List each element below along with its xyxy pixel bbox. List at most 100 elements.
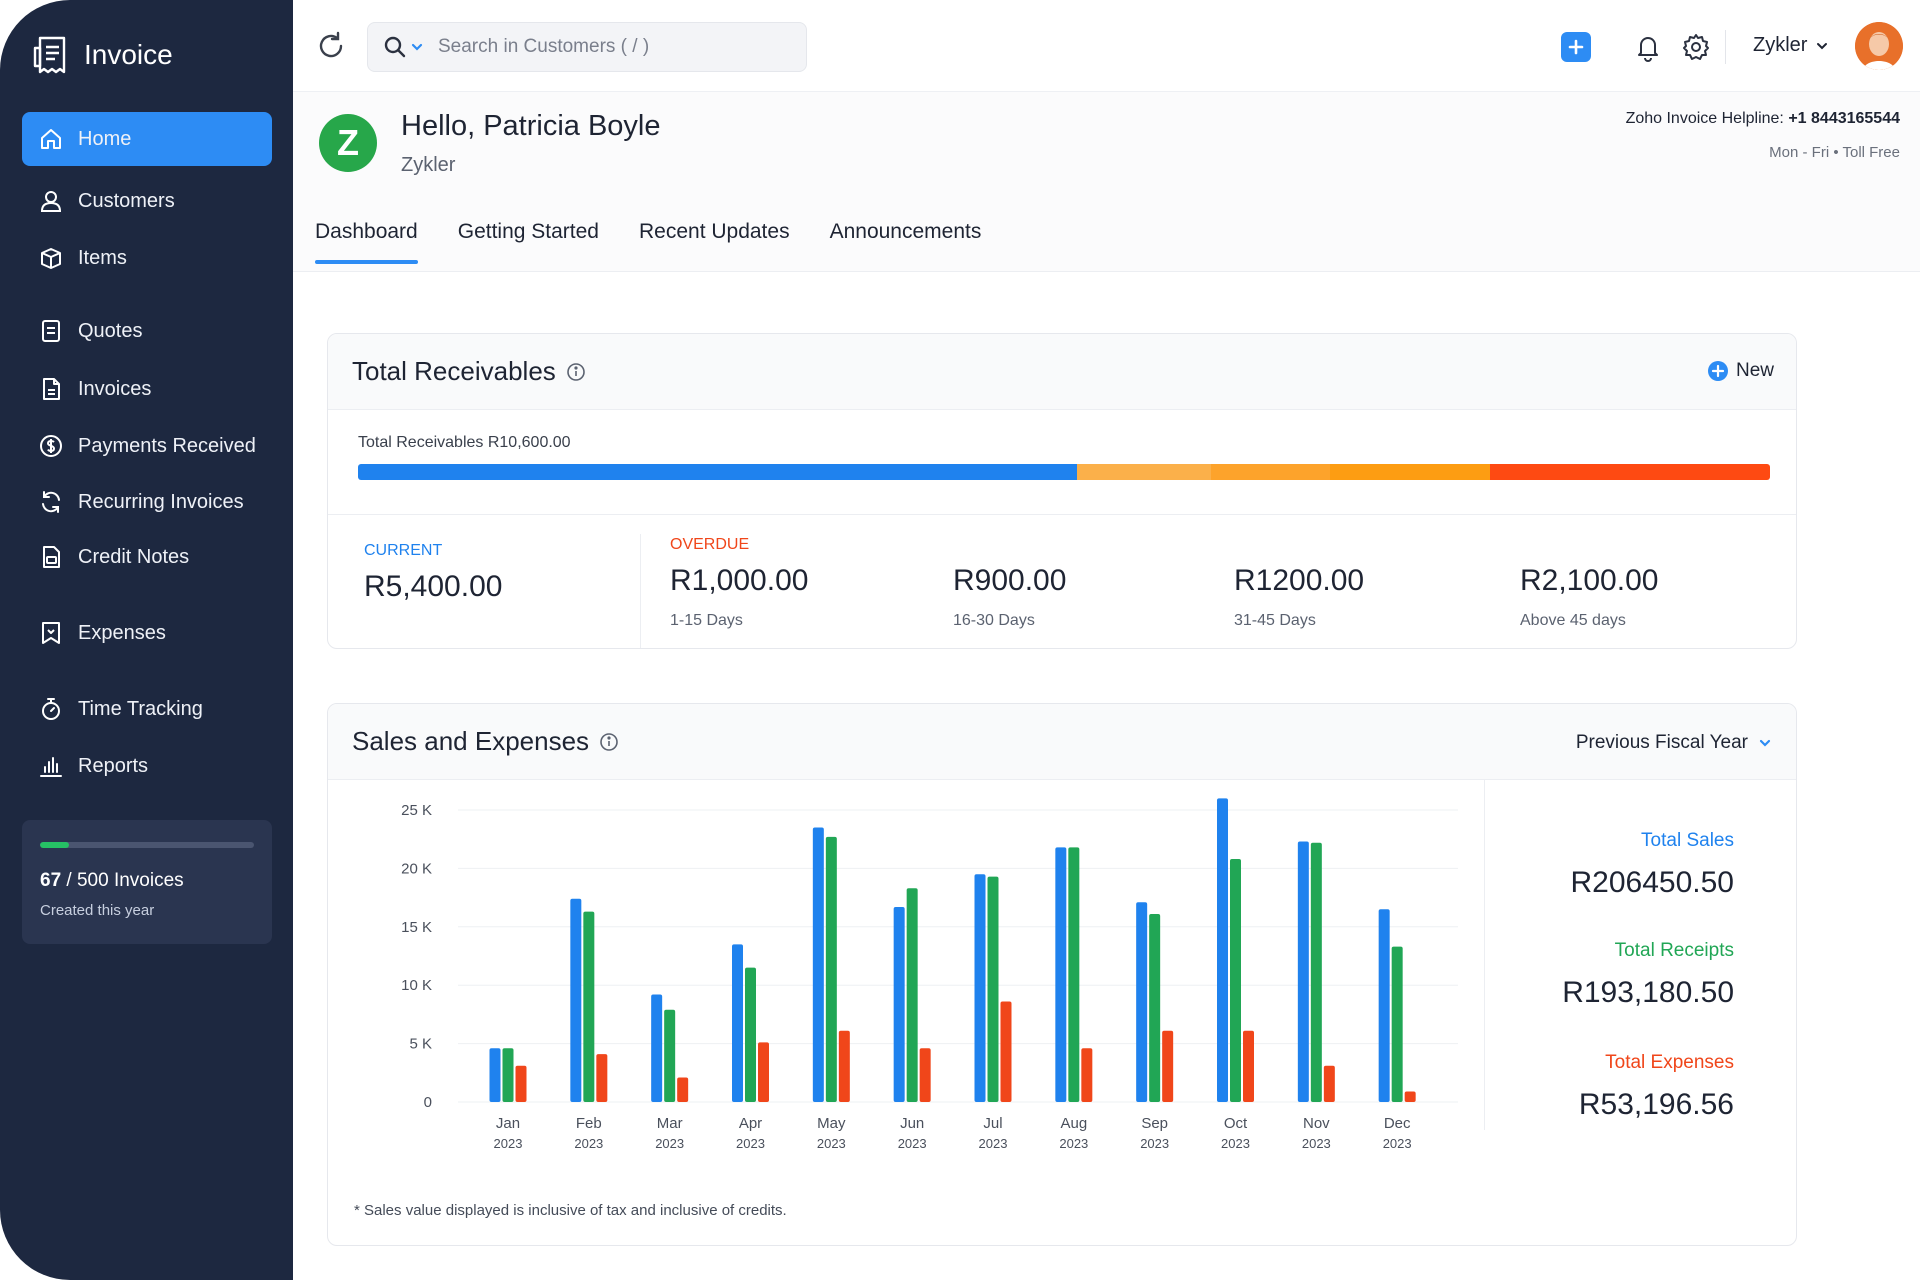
avatar[interactable]	[1855, 22, 1903, 70]
invoice-logo-icon	[33, 36, 66, 74]
tab-getting-started[interactable]: Getting Started	[457, 220, 599, 243]
x-tick-sublabel: 2023	[1383, 1136, 1412, 1151]
overdue-bucket-4[interactable]: R2,100.00 Above 45 days	[1520, 536, 1658, 630]
bar-total-expenses[interactable]	[1081, 1048, 1093, 1102]
bar-total-receipts[interactable]	[1391, 946, 1403, 1102]
bar-total-receipts[interactable]	[906, 888, 918, 1102]
search-input[interactable]	[438, 36, 768, 58]
tab-announcements[interactable]: Announcements	[829, 220, 982, 243]
bar-total-sales[interactable]	[1136, 902, 1148, 1102]
sidebar-item-reports[interactable]: Reports	[22, 739, 272, 793]
quick-create-button[interactable]	[1561, 32, 1591, 62]
sidebar-item-credit-notes[interactable]: Credit Notes	[22, 530, 272, 584]
sidebar-item-customers[interactable]: Customers	[22, 174, 272, 228]
info-icon[interactable]	[599, 732, 619, 752]
sidebar-item-time-tracking[interactable]: Time Tracking	[22, 682, 272, 736]
bucket-range: 31-45 Days	[1234, 612, 1316, 629]
sidebar-item-expenses[interactable]: Expenses	[22, 606, 272, 660]
sidebar-item-home[interactable]: Home	[22, 112, 272, 166]
sidebar-item-label: Quotes	[78, 319, 143, 342]
receivables-bar-segment[interactable]	[1330, 464, 1491, 480]
bar-total-expenses[interactable]	[758, 1042, 769, 1102]
bar-total-expenses[interactable]	[677, 1077, 689, 1102]
bar-total-sales[interactable]	[893, 906, 905, 1102]
sidebar-item-payments-received[interactable]: Payments Received	[22, 419, 272, 473]
receivables-bar-segment[interactable]	[1490, 464, 1770, 480]
greeting-org: Zykler	[401, 154, 456, 176]
bar-total-expenses[interactable]	[919, 1048, 931, 1102]
bell-icon[interactable]	[1633, 32, 1663, 62]
bar-total-sales[interactable]	[651, 994, 663, 1102]
overdue-bucket-1[interactable]: OVERDUE R1,000.00 1-15 Days	[670, 536, 808, 630]
bar-total-receipts[interactable]	[987, 876, 999, 1102]
receivables-bar-segment[interactable]	[358, 464, 1078, 480]
brand[interactable]: Invoice	[32, 30, 173, 80]
bar-total-expenses[interactable]	[1404, 1091, 1416, 1102]
y-tick-label: 0	[424, 1094, 432, 1111]
bar-total-receipts[interactable]	[583, 911, 595, 1102]
expense-icon	[42, 622, 60, 644]
org-switcher[interactable]: Zykler	[1753, 34, 1829, 57]
bar-total-sales[interactable]	[732, 944, 743, 1102]
bar-total-receipts[interactable]	[1149, 913, 1161, 1102]
receivables-bar-segment[interactable]	[1077, 464, 1211, 480]
search-icon[interactable]	[382, 34, 408, 60]
chevron-down-icon[interactable]	[410, 40, 424, 54]
bar-total-sales[interactable]	[1217, 798, 1228, 1102]
bar-total-expenses[interactable]	[515, 1065, 527, 1102]
box-icon	[41, 248, 61, 269]
plus-circle-icon	[1707, 361, 1728, 381]
bar-total-sales[interactable]	[489, 1048, 501, 1102]
sidebar-item-invoices[interactable]: Invoices	[22, 362, 272, 416]
bucket-amount: R1,000.00	[670, 564, 809, 597]
sidebar-item-quotes[interactable]: Quotes	[22, 304, 272, 358]
refresh-icon[interactable]	[315, 30, 347, 62]
bar-total-receipts[interactable]	[745, 967, 756, 1102]
bar-total-sales[interactable]	[1055, 847, 1067, 1102]
y-tick-label: 20 K	[401, 860, 432, 877]
sidebar-item-items[interactable]: Items	[22, 231, 272, 285]
bar-total-receipts[interactable]	[1310, 842, 1322, 1102]
helpline-number[interactable]: +1 8443165544	[1788, 110, 1900, 127]
bar-total-expenses[interactable]	[1323, 1065, 1335, 1102]
user-avatar-icon	[1855, 22, 1903, 70]
payment-icon	[40, 435, 62, 457]
bar-total-expenses[interactable]	[838, 1030, 850, 1102]
bar-total-receipts[interactable]	[1230, 859, 1241, 1102]
usage-progress-fill	[40, 842, 69, 848]
bar-total-expenses[interactable]	[1000, 1001, 1012, 1102]
bar-total-receipts[interactable]	[664, 1009, 676, 1102]
total-expenses-value: R53,196.56	[1578, 1088, 1734, 1121]
x-tick-label: Sep	[1141, 1115, 1168, 1132]
info-icon[interactable]	[566, 362, 586, 382]
bar-total-sales[interactable]	[1378, 909, 1390, 1102]
sidebar-item-recurring-invoices[interactable]: Recurring Invoices	[22, 475, 272, 529]
tab-recent-updates[interactable]: Recent Updates	[638, 220, 790, 243]
bar-total-expenses[interactable]	[596, 1054, 608, 1102]
new-receivable-button[interactable]: New	[1707, 360, 1774, 382]
overdue-bucket-2[interactable]: R900.00 16-30 Days	[953, 536, 1066, 630]
x-tick-label: Jun	[900, 1115, 924, 1132]
x-tick-sublabel: 2023	[574, 1136, 603, 1151]
bar-total-sales[interactable]	[812, 827, 824, 1102]
receivables-bar-segment[interactable]	[1210, 464, 1331, 480]
overdue-bucket-3[interactable]: R1200.00 31-45 Days	[1234, 536, 1364, 630]
bar-total-receipts[interactable]	[1068, 847, 1080, 1102]
x-tick-label: Oct	[1224, 1115, 1248, 1132]
recurring-icon	[42, 491, 60, 513]
bar-total-sales[interactable]	[974, 874, 986, 1102]
period-dropdown[interactable]: Previous Fiscal Year	[1576, 732, 1772, 754]
bar-total-sales[interactable]	[1297, 841, 1309, 1102]
search-bar[interactable]	[367, 22, 807, 72]
bar-total-sales[interactable]	[570, 898, 582, 1102]
bar-total-receipts[interactable]	[502, 1048, 514, 1102]
bar-total-receipts[interactable]	[825, 836, 837, 1102]
bar-total-expenses[interactable]	[1243, 1030, 1254, 1102]
current-receivables[interactable]: CURRENT R5,400.00	[364, 542, 502, 604]
bar-total-expenses[interactable]	[1162, 1030, 1174, 1102]
tab-dashboard[interactable]: Dashboard	[315, 220, 418, 264]
bucket-range: Above 45 days	[1520, 612, 1626, 629]
gear-icon[interactable]	[1681, 32, 1711, 62]
totals-separator	[1484, 780, 1485, 1130]
dashboard-tabs: Dashboard Getting Started Recent Updates…	[315, 220, 981, 264]
